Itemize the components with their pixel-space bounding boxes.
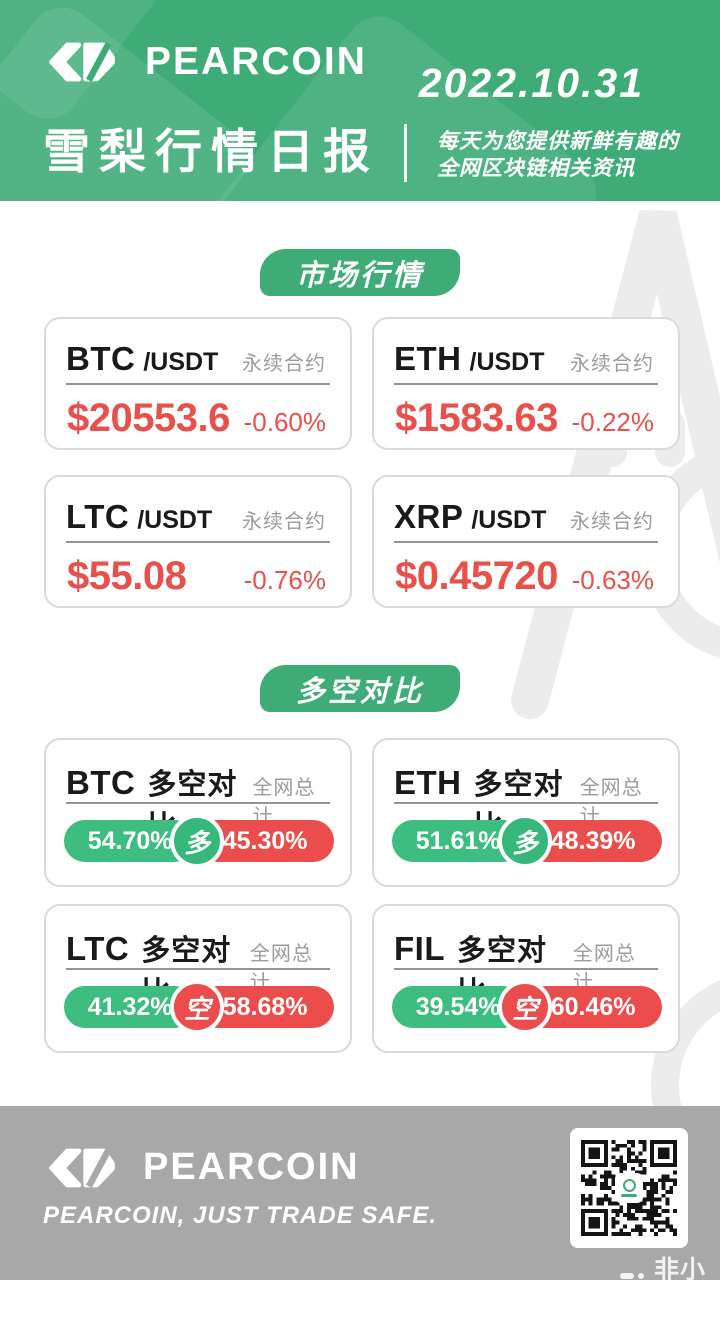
dominant-side-char: 多 — [184, 827, 211, 858]
site-watermark: 非小号 — [620, 1250, 720, 1322]
short-percent: 58.68% — [222, 992, 308, 1021]
dominant-side-char: 多 — [512, 827, 539, 858]
price-value: $1583.63 — [395, 396, 558, 440]
price-value: $0.45720 — [395, 554, 558, 598]
brand-wordmark: PEARCOIN — [143, 1146, 360, 1188]
pair: /USDT — [137, 506, 213, 534]
report-date: 2022.10.31 — [418, 60, 644, 106]
dominant-side-char: 空 — [184, 993, 211, 1024]
symbol: LTC — [66, 930, 130, 967]
pair: /USDT — [143, 348, 219, 376]
longshort-card-eth: ETH 多空对比 全网总计 51.61% 48.39% 多 — [372, 738, 680, 887]
site-watermark-text: 非小号 — [654, 1256, 707, 1320]
tagline: 每天为您提供新鲜有趣的 全网区块链相关资讯 — [437, 128, 679, 182]
qr-center-logo — [615, 1173, 643, 1203]
longshort-card-ltc: LTC 多空对比 全网总计 41.32% 58.68% 空 — [44, 904, 352, 1053]
short-percent: 45.30% — [222, 826, 308, 855]
market-card-values: $1583.63 -0.22% — [395, 396, 654, 441]
longshort-card-btc: BTC 多空对比 全网总计 54.70% 45.30% 多 — [44, 738, 352, 887]
market-card-btc: BTC /USDT 永续合约 $20553.6 -0.60% — [44, 317, 352, 450]
contract-type-label: 永续合约 — [242, 511, 326, 533]
divider — [394, 541, 658, 543]
change-percent: -0.76% — [243, 565, 326, 595]
price-value: $20553.6 — [67, 396, 230, 440]
qr-logo-bar — [621, 1194, 637, 1197]
longshort-ratio-bar: 51.61% 48.39% 多 — [392, 814, 662, 868]
market-card-values: $55.08 -0.76% — [67, 554, 326, 599]
feixiaohao-icon — [620, 1273, 647, 1299]
divider — [66, 383, 330, 385]
tagline-line1: 每天为您提供新鲜有趣的 — [437, 130, 679, 153]
qr-logo-ring — [622, 1179, 636, 1192]
pearcoin-logo-icon — [49, 1147, 115, 1188]
market-card-header: LTC /USDT 永续合约 — [66, 498, 326, 536]
market-card-ltc: LTC /USDT 永续合约 $55.08 -0.76% — [44, 475, 352, 608]
change-percent: -0.22% — [571, 407, 654, 437]
long-percent: 54.70% — [87, 826, 173, 855]
market-card-header: XRP /USDT 永续合约 — [394, 498, 654, 536]
market-daily-poster: PEARCOIN 2022.10.31 雪梨行情日报 每天为您提供新鲜有趣的 全… — [0, 0, 720, 1280]
contract-type-label: 永续合约 — [570, 353, 654, 375]
qr-code — [570, 1128, 688, 1248]
symbol: ETH — [394, 340, 462, 377]
pearcoin-logo-icon — [49, 42, 115, 82]
pair: /USDT — [469, 348, 545, 376]
longshort-ratio-bar: 54.70% 45.30% 多 — [64, 814, 334, 868]
long-percent: 39.54% — [415, 992, 501, 1021]
dominant-side-badge: 多 — [170, 814, 225, 868]
market-card-header: ETH /USDT 永续合约 — [394, 340, 654, 378]
contract-type-label: 永续合约 — [570, 511, 654, 533]
market-card-values: $0.45720 -0.63% — [395, 554, 654, 599]
price-value: $55.08 — [67, 554, 187, 598]
tagline-line2: 全网区块链相关资讯 — [437, 157, 635, 180]
divider — [394, 383, 658, 385]
market-card-header: BTC /USDT 永续合约 — [66, 340, 326, 378]
longshort-card-header: ETH 多空对比 全网总计 — [394, 761, 654, 845]
dominant-side-badge: 空 — [498, 980, 553, 1034]
symbol: FIL — [394, 930, 445, 967]
section-badge-longshort: 多空对比 — [259, 665, 461, 712]
market-card-xrp: XRP /USDT 永续合约 $0.45720 -0.63% — [372, 475, 680, 608]
symbol: BTC — [66, 764, 136, 801]
contract-type-label: 永续合约 — [242, 353, 326, 375]
symbol: XRP — [394, 498, 464, 535]
change-percent: -0.60% — [243, 407, 326, 437]
footer-slogan: PEARCOIN, JUST TRADE SAFE. — [43, 1202, 438, 1229]
pair: /USDT — [471, 506, 547, 534]
dominant-side-char: 空 — [512, 993, 539, 1024]
footer-logo-row: PEARCOIN — [43, 1146, 360, 1189]
market-card-eth: ETH /USDT 永续合约 $1583.63 -0.22% — [372, 317, 680, 450]
divider — [66, 968, 330, 970]
brand-logo-row: PEARCOIN — [43, 40, 367, 84]
short-percent: 60.46% — [550, 992, 636, 1021]
symbol: ETH — [394, 764, 462, 801]
market-card-values: $20553.6 -0.60% — [67, 396, 326, 441]
section-badge-market: 市场行情 — [259, 249, 461, 296]
short-percent: 48.39% — [550, 826, 636, 855]
longshort-ratio-bar: 39.54% 60.46% 空 — [392, 980, 662, 1034]
brand-wordmark: PEARCOIN — [145, 40, 367, 83]
longshort-ratio-bar: 41.32% 58.68% 空 — [64, 980, 334, 1034]
divider — [66, 541, 330, 543]
report-title: 雪梨行情日报 — [43, 125, 379, 178]
dominant-side-badge: 空 — [170, 980, 225, 1034]
longshort-card-fil: FIL 多空对比 全网总计 39.54% 60.46% 空 — [372, 904, 680, 1053]
long-percent: 41.32% — [87, 992, 173, 1021]
change-percent: -0.63% — [571, 565, 654, 595]
header: PEARCOIN 2022.10.31 雪梨行情日报 每天为您提供新鲜有趣的 全… — [0, 0, 720, 201]
long-percent: 51.61% — [415, 826, 501, 855]
divider — [394, 968, 658, 970]
symbol: BTC — [66, 340, 136, 377]
divider — [66, 802, 330, 804]
footer: PEARCOIN PEARCOIN, JUST TRADE SAFE. 非小号 — [0, 1106, 720, 1320]
symbol: LTC — [66, 498, 130, 535]
dominant-side-badge: 多 — [498, 814, 553, 868]
divider — [394, 802, 658, 804]
title-divider — [404, 124, 407, 182]
